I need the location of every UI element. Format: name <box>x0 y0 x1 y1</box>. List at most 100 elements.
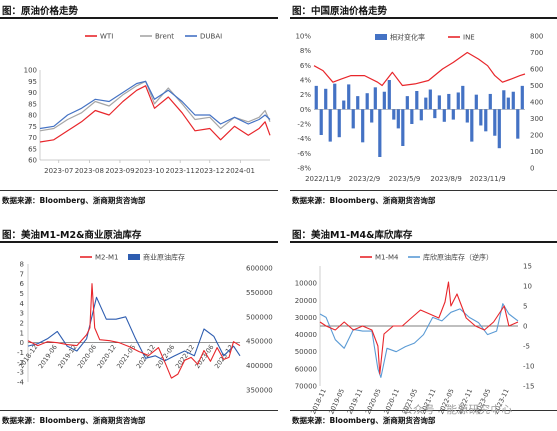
legend-label: Brent <box>155 33 174 41</box>
y-tick-label: 60 <box>28 157 37 165</box>
panel-title: 图：中国原油价格走势 <box>292 6 388 17</box>
bar-relative-change <box>433 109 437 119</box>
series-commercial-stocks-line <box>27 296 241 362</box>
x-tick-label: 2020-11 <box>382 387 401 415</box>
bar-relative-change <box>442 109 446 122</box>
panel-m1m4-cushing: 图：美油M1-M4&库欣库存 10000 20000 30000 40000 50000… <box>290 224 557 431</box>
x-tick-label: 2019-11 <box>346 387 365 415</box>
x-tick-label: 2023-09 <box>105 167 134 175</box>
title-rule <box>290 17 557 19</box>
chart-crude-price: 60 65 70 75 80 85 90 95 100 2023-07 2023-08 2023-09… <box>24 33 271 175</box>
title-rule <box>0 241 278 243</box>
bar-relative-change <box>347 84 351 110</box>
source-rule <box>290 410 557 411</box>
y-right-tick-label: 10 <box>523 283 532 291</box>
y-left-tick-label: 6 <box>20 280 25 288</box>
bar-relative-change <box>356 96 360 110</box>
title-rule <box>290 241 557 243</box>
x-tick-label: 2023-07 <box>44 167 73 175</box>
bar-relative-change <box>470 109 474 142</box>
panel-title: 图：原油价格走势 <box>2 6 79 17</box>
y-right-tick-label: 500 <box>530 82 543 90</box>
series-ine-line <box>313 51 526 87</box>
y-right-tick-label: 200 <box>530 132 543 140</box>
bar-relative-change <box>456 92 460 110</box>
bar-relative-change <box>333 83 337 110</box>
legend-swatch <box>128 254 140 260</box>
y-left-tick-label: 8 <box>20 261 24 269</box>
title-rule <box>0 17 278 19</box>
bar-relative-change <box>516 109 520 139</box>
y-left-tick-label: -2 <box>17 359 24 367</box>
y-left-tick-label: 3 <box>20 310 24 318</box>
x-tick-label: 2023/8/9 <box>430 175 461 183</box>
y-tick-label: 90 <box>28 89 37 97</box>
bar-relative-change <box>447 93 451 110</box>
bar-relative-change <box>461 85 465 110</box>
source-note: 数据来源：Bloomberg、浙商期货咨询部 <box>292 416 436 425</box>
y-left-tick-label: 20000 <box>295 297 317 305</box>
y-right-tick-label: 350000 <box>246 387 273 395</box>
x-tick-label: 2023-10 <box>135 167 164 175</box>
chart-m1m2-stocks: -4 -3 -2 -1 0 12 3 4 5 6 78 350000 400000 450000 50000… <box>17 253 273 395</box>
bar-relative-change <box>511 91 515 110</box>
panel-title: 图：美油M1-M4&库欣库存 <box>292 230 413 241</box>
series-brent-line <box>39 80 271 132</box>
panel-crude-price: 图：原油价格走势 60 65 70 75 80 85 90 95 100 2023-07 2023-… <box>0 0 278 210</box>
y-left-tick-label: 6% <box>300 62 311 70</box>
panel-title: 图：美油M1-M2&商业原油库存 <box>2 230 142 241</box>
bar-relative-change <box>351 109 355 129</box>
bar-relative-change <box>324 88 328 110</box>
legend-label: 商业原油库存 <box>143 253 185 262</box>
bar-relative-change <box>502 90 506 110</box>
y-right-tick-label: 700 <box>530 49 543 57</box>
y-left-tick-label: 30000 <box>295 314 317 322</box>
bar-relative-change <box>373 87 377 110</box>
x-tick-label: 2024-01 <box>226 167 255 175</box>
y-right-tick-label: 300 <box>530 115 543 123</box>
bar-relative-change <box>415 91 419 110</box>
y-right-tick-label: 0 <box>530 165 534 173</box>
y-left-tick-label: 2% <box>300 91 311 99</box>
x-tick-label: 2019-05 <box>327 387 346 415</box>
panel-china-crude: 图：中国原油价格走势 -8% -6% -4% -2% 0% 2% 4% 6% 8% 10% 0 100… <box>290 0 557 210</box>
chart-m1m4-cushing: 10000 20000 30000 40000 50000 60000 70000 -15 -1… <box>295 253 535 416</box>
bar-relative-change <box>488 93 492 110</box>
series-m1m4-line <box>319 281 519 375</box>
y-left-tick-label: 60000 <box>295 365 317 373</box>
y-right-tick-label: -5 <box>523 343 530 351</box>
x-tick-label: 2018-11 <box>309 387 328 415</box>
series-dubai-line <box>39 80 271 130</box>
bar-relative-change <box>424 97 428 110</box>
bar-relative-change <box>365 93 369 110</box>
y-left-tick-label: 1 <box>20 329 24 337</box>
source-note: 数据来源：Bloomberg、浙商期货咨询部 <box>292 196 436 205</box>
legend-label: INE <box>463 34 475 42</box>
bar-relative-change <box>465 109 469 123</box>
y-right-tick-label: 600000 <box>246 265 273 273</box>
bar-relative-change <box>419 109 423 121</box>
chart-china-crude: -8% -6% -4% -2% 0% 2% 4% 6% 8% 10% 0 100 200 300 400 50… <box>295 33 543 184</box>
y-left-tick-label: 4% <box>300 77 311 85</box>
bar-relative-change <box>405 96 409 110</box>
x-tick-label: 2023/2/9 <box>349 175 380 183</box>
x-tick-label: 2023/11/9 <box>470 175 506 183</box>
x-tick-label: 2023/5/9 <box>389 175 420 183</box>
y-tick-label: 100 <box>24 67 37 75</box>
y-tick-label: 65 <box>28 145 37 153</box>
bar-relative-change <box>479 109 483 126</box>
bar-relative-change <box>342 100 346 110</box>
bar-relative-change <box>387 80 391 110</box>
bar-relative-change <box>392 109 396 120</box>
y-right-tick-label: 500000 <box>246 313 273 321</box>
bar-relative-change <box>370 109 374 123</box>
y-left-tick-label: 70000 <box>295 383 317 391</box>
source-note: 数据来源：Bloomberg、浙商期货咨询部 <box>2 416 146 425</box>
legend-label: M1-M4 <box>375 254 399 262</box>
y-right-tick-label: 600 <box>530 66 543 74</box>
y-right-tick-label: 400 <box>530 99 543 107</box>
bar-relative-change <box>493 109 497 136</box>
bar-relative-change <box>396 109 400 129</box>
bar-relative-change <box>428 89 432 110</box>
y-tick-label: 85 <box>28 100 37 108</box>
